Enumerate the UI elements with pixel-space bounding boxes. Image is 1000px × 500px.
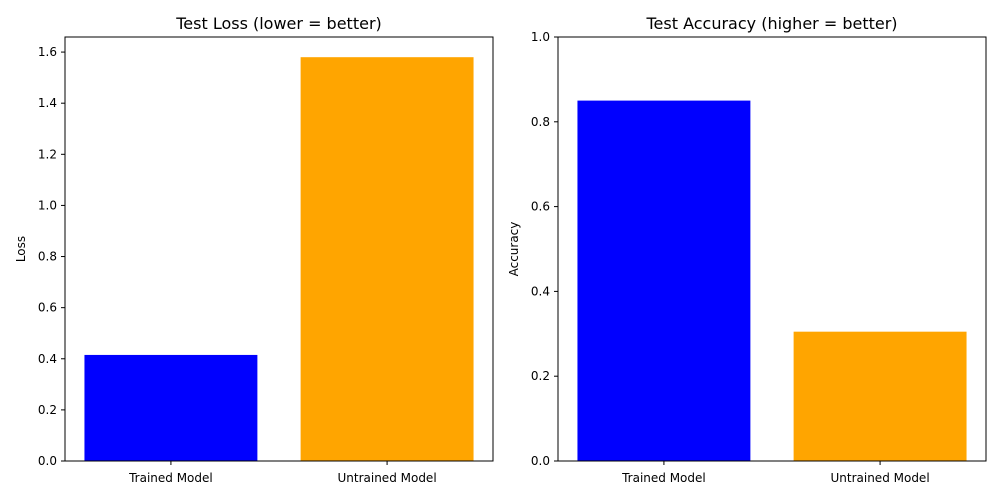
loss-chart-title: Test Loss (lower = better) [175,14,382,33]
loss-chart: Test Loss (lower = better) Loss Trained … [14,14,494,485]
loss-y-tick-label: 0.6 [38,301,57,315]
accuracy-chart-title: Test Accuracy (higher = better) [645,14,897,33]
loss-y-tick-label: 1.0 [38,198,57,212]
accuracy-y-axis-label: Accuracy [507,222,521,277]
loss-y-axis-label: Loss [14,236,28,262]
accuracy-y-tick-label: 0.8 [531,115,550,129]
loss-y-tick-label: 1.4 [38,96,57,110]
accuracy-bar-trained [577,100,751,461]
accuracy-bar-untrained [793,331,967,461]
loss-y-tick-label: 0.8 [38,250,57,264]
accuracy-axes-frame [557,36,987,462]
accuracy-y-tick-label: 0.2 [531,369,550,383]
accuracy-x-tick-label: Trained Model [621,471,706,485]
accuracy-chart: Test Accuracy (higher = better) Accuracy… [507,14,987,485]
loss-axes-frame [64,36,494,462]
loss-x-tick-label: Untrained Model [337,471,436,485]
loss-bar-trained [84,354,258,461]
accuracy-y-tick-label: 0.0 [531,454,550,468]
loss-y-tick-label: 1.2 [38,147,57,161]
loss-y-tick-label: 0.2 [38,403,57,417]
accuracy-y-tick-label: 1.0 [531,30,550,44]
loss-y-tick-label: 0.4 [38,352,57,366]
accuracy-y-tick-label: 0.6 [531,200,550,214]
loss-y-tick-label: 1.6 [38,45,57,59]
loss-y-tick-label: 0.0 [38,454,57,468]
accuracy-x-tick-label: Untrained Model [830,471,929,485]
loss-x-tick-label: Trained Model [128,471,213,485]
accuracy-y-tick-label: 0.4 [531,284,550,298]
loss-bar-untrained [300,57,474,461]
